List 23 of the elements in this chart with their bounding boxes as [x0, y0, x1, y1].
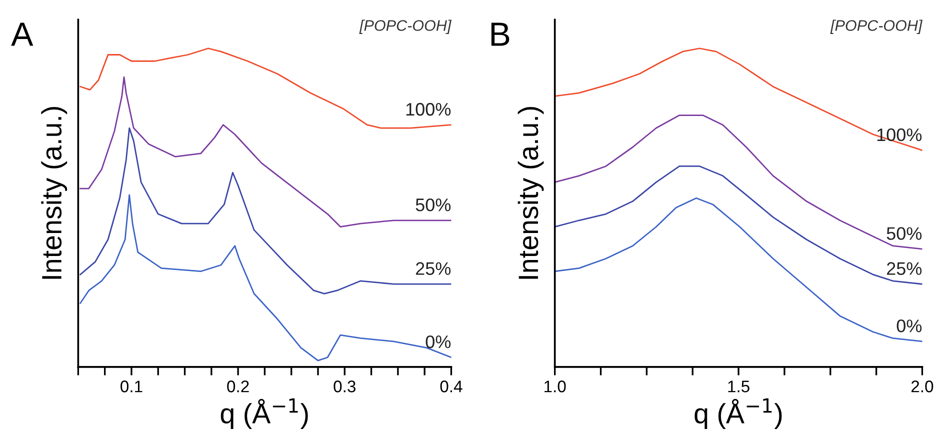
- legend-title: [POPC-OOH]: [359, 20, 452, 34]
- series-label: 50%: [886, 227, 922, 240]
- x-tick-label: 1.0: [544, 380, 566, 392]
- chart-title: A: [11, 22, 34, 46]
- legend-title: [POPC-OOH]: [830, 20, 923, 34]
- x-tick-label: 0.1: [120, 380, 142, 392]
- x-axis-title: q (Å$^{−1}$): [220, 398, 308, 429]
- chart-title: B: [491, 22, 510, 46]
- series-label: 0%: [426, 335, 451, 348]
- y-axis-title: Intensity (a.u.): [518, 107, 544, 279]
- x-tick-label: 2.0: [911, 380, 934, 392]
- x-axis-title: q (Å$^{−1}$): [694, 398, 782, 429]
- series-label: 100%: [406, 102, 451, 116]
- x-tick-label: 1.5: [728, 380, 750, 392]
- series-label: 0%: [896, 320, 922, 332]
- series-label: 25%: [886, 262, 922, 275]
- series-label: 25%: [416, 262, 451, 275]
- series-label: 50%: [416, 198, 451, 212]
- x-tick-label: 0.2: [227, 380, 249, 392]
- y-axis-title: Intensity (a.u.): [41, 107, 68, 279]
- series-label: 100%: [877, 128, 922, 142]
- x-tick-label: 0.3: [334, 380, 356, 392]
- x-tick-label: 0.4: [440, 380, 462, 392]
